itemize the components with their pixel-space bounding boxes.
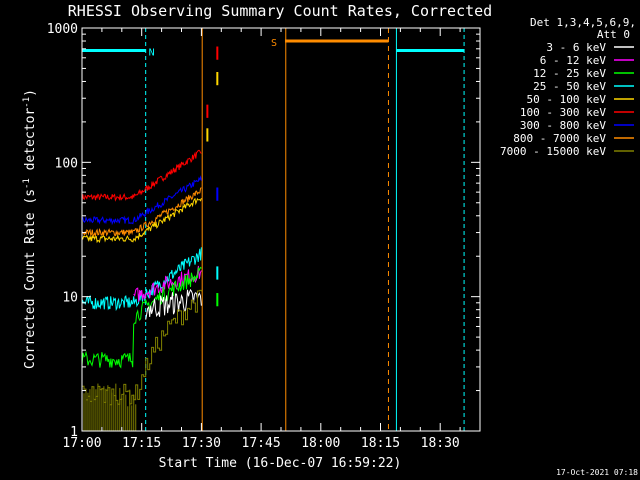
series-trace [81,197,202,244]
x-tick-label: 17:30 [182,436,221,451]
x-tick-label: 17:15 [122,436,161,451]
legend-header-detectors: Det 1,3,4,5,6,9, [530,16,636,29]
x-tick-label: 18:30 [421,436,460,451]
y-tick-label: 1000 [47,22,78,37]
y-tick-label: 1 [70,425,78,440]
y-axis-label: Corrected Count Rate (s-1 detector-1) [22,89,38,369]
legend-entry: 300 - 800 keV [520,119,606,132]
series-trace [81,247,202,312]
series-trace [81,149,202,202]
legend-entry: 3 - 6 keV [546,41,606,54]
series-trace [81,175,202,226]
plot-content: NS [81,28,465,431]
legend-entry: 100 - 300 keV [520,106,606,119]
x-axis-label: Start Time (16-Dec-07 16:59:22) [159,456,402,471]
x-tick-label: 18:15 [361,436,400,451]
legend-entry: 25 - 50 keV [533,80,606,93]
x-tick-label: 17:45 [242,436,281,451]
x-tick-label: 17:00 [62,436,101,451]
x-tick-label: 18:00 [301,436,340,451]
series-trace [81,187,202,238]
legend-entry: 7000 - 15000 keV [500,145,606,158]
timestamp: 17-Oct-2021 07:18 [556,468,638,477]
legend-entry: 6 - 12 keV [540,54,607,67]
axis-ticks: 17:00 17:15 17:30 17:45 18:00 18:15 18:30 1 10 10… [47,22,480,451]
legend-header-attenuator: Att 0 [597,28,630,41]
legend-entry: 12 - 25 keV [533,67,606,80]
series-trace [81,266,202,369]
legend-entry: 50 - 100 keV [527,93,607,106]
y-tick-label: 10 [62,291,78,306]
legend-entry: 800 - 7000 keV [513,132,606,145]
band-label: S [271,38,277,49]
band-label: N [149,47,155,58]
series-trace [145,288,202,320]
chart-title: RHESSI Observing Summary Count Rates, Co… [68,2,492,20]
y-tick-label: 100 [55,156,78,171]
